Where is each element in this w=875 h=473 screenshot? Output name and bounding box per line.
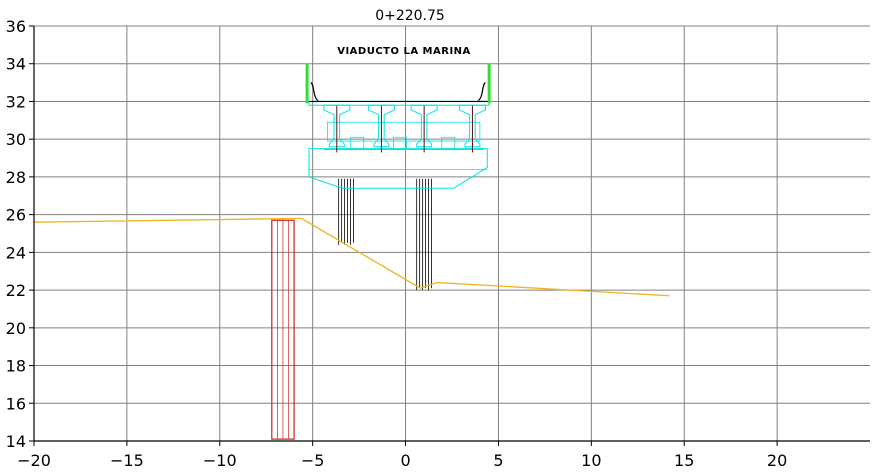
x-tick-label: 15 [674,451,694,470]
cap-beam [308,148,488,189]
girder [323,104,351,148]
shear-key [441,136,456,150]
x-tick-label: −10 [203,451,237,470]
bridge-structure [271,63,491,440]
y-tick-label: 32 [6,92,26,111]
parapet-right [477,82,486,102]
x-tick-label: 0 [400,451,410,470]
y-tick-label: 34 [6,55,26,74]
y-tick-label: 36 [6,17,26,36]
structure-annotation: VIADUCTO LA MARINA [337,46,471,57]
x-tick-label: −15 [110,451,144,470]
x-tick-label: 20 [767,451,787,470]
x-tick-label: 10 [581,451,601,470]
parapet-left [310,82,319,102]
axes: 14 16 18 20 22 24 26 28 30 32 34 36 −20 −15 −10 −5 0 5 10 1… [6,17,870,470]
y-tick-label: 30 [6,130,26,149]
y-tick-label: 18 [6,357,26,376]
diaphragm [327,121,481,142]
chart-title: 0+220.75 [375,8,445,24]
girder [367,104,395,148]
x-tick-label: −20 [17,451,51,470]
girder [458,104,486,148]
y-tick-label: 24 [6,243,26,262]
y-tick-label: 16 [6,394,26,413]
x-tick-label: −5 [301,451,325,470]
girder [410,104,438,148]
y-tick-label: 28 [6,168,26,187]
terrain-line [33,217,670,297]
shear-key [393,136,407,150]
y-tick-label: 26 [6,206,26,225]
grid [33,25,870,442]
y-tick-label: 20 [6,319,26,338]
shear-key [350,136,365,150]
y-tick-label: 22 [6,281,26,300]
x-tick-label: 5 [493,451,503,470]
terrain-profile [33,217,670,297]
y-tick-label: 14 [6,432,26,451]
